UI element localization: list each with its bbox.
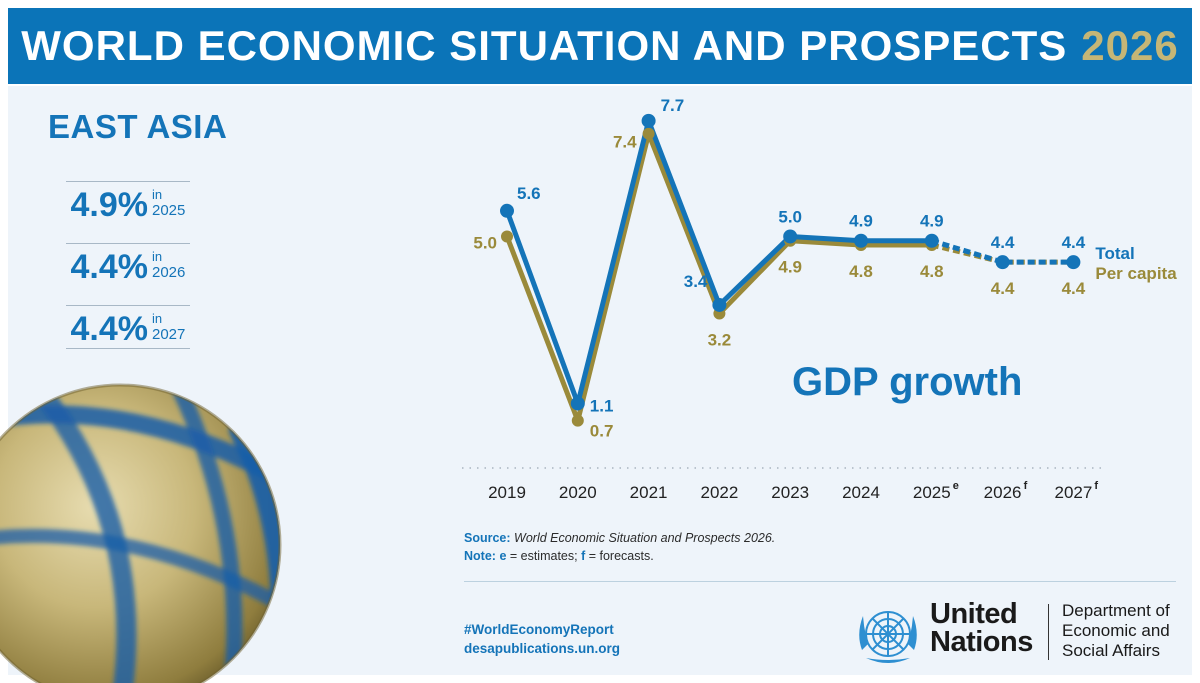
x-tick-superscript: f <box>1094 480 1098 492</box>
chart-title: GDP growth <box>792 360 1023 404</box>
x-tick-label: 2023 <box>771 483 809 502</box>
desa-line-2: Economic and <box>1062 621 1170 640</box>
data-label-total: 4.9 <box>849 212 873 231</box>
note-label: Note: <box>464 549 496 563</box>
highlight-in-label: in <box>152 249 163 264</box>
x-tick-label: 2024 <box>842 483 880 502</box>
data-label-total: 7.7 <box>661 96 685 115</box>
legend-total: Total <box>1095 244 1134 263</box>
data-label-per-capita: 4.8 <box>849 262 873 281</box>
highlight-year: 2027 <box>152 326 186 343</box>
data-point-total <box>995 255 1010 270</box>
highlight-value: 4.9% <box>70 186 149 224</box>
x-tick-label: 2019 <box>488 483 526 502</box>
data-label-per-capita: 7.4 <box>613 133 637 152</box>
highlight-2026: 4.4% in 2026 <box>66 243 190 304</box>
x-tick-superscript: f <box>1024 480 1028 492</box>
series-forecast-line-total <box>931 238 1074 265</box>
un-wordmark: United Nations <box>930 598 1033 658</box>
data-label-total: 1.1 <box>590 396 614 415</box>
report-title: WORLD ECONOMIC SITUATION AND PROSPECTS <box>21 22 1068 69</box>
desa-name: Department of Economic and Social Affair… <box>1062 601 1170 661</box>
highlight-value: 4.4% <box>70 310 149 348</box>
hashtag-link[interactable]: #WorldEconomyReport <box>464 622 614 637</box>
data-point-per-capita <box>642 127 655 140</box>
data-label-per-capita: 4.4 <box>991 279 1015 298</box>
desa-line-3: Social Affairs <box>1062 641 1160 660</box>
data-label-total: 5.6 <box>517 184 541 203</box>
x-tick-label: 2027 <box>1054 483 1092 502</box>
x-tick-label: 2026 <box>984 483 1022 502</box>
data-point-total <box>924 233 939 248</box>
report-year: 2026 <box>1081 22 1179 69</box>
data-label-total: 4.9 <box>920 212 944 231</box>
highlight-in-label: in <box>152 187 163 202</box>
globe-illustration <box>0 383 282 683</box>
title-banner: WORLD ECONOMIC SITUATION AND PROSPECTS 2… <box>8 8 1192 84</box>
x-tick-label: 2021 <box>630 483 668 502</box>
highlight-2027: 4.4% in 2027 <box>66 305 190 349</box>
source-note: Source: World Economic Situation and Pro… <box>464 531 775 545</box>
data-point-per-capita <box>571 414 584 427</box>
data-label-per-capita: 3.2 <box>708 331 732 350</box>
highlight-year: 2026 <box>152 264 186 281</box>
data-point-total <box>712 297 727 312</box>
data-point-per-capita <box>501 230 513 243</box>
legend-per-capita: Per capita <box>1095 264 1177 283</box>
data-label-total: 4.4 <box>991 233 1015 252</box>
note-f-text: = forecasts. <box>585 549 654 563</box>
data-label-per-capita: 4.9 <box>778 258 802 277</box>
data-point-total <box>854 233 868 248</box>
source-label: Source: <box>464 531 511 545</box>
un-line-1: United <box>930 598 1018 630</box>
highlight-value: 4.4% <box>70 248 149 286</box>
data-label-total: 4.4 <box>1062 233 1086 252</box>
note-e-text: = estimates; <box>506 549 582 563</box>
data-label-total: 3.4 <box>684 272 708 291</box>
note-e-key: e <box>499 549 507 563</box>
un-emblem-icon <box>859 611 917 663</box>
website-link[interactable]: desapublications.un.org <box>464 641 621 656</box>
data-point-total <box>641 113 656 128</box>
highlight-in-label: in <box>152 311 163 326</box>
data-label-total: 5.0 <box>778 207 802 226</box>
highlight-year: 2025 <box>152 202 186 219</box>
data-label-per-capita: 5.0 <box>473 233 497 252</box>
data-point-total <box>500 203 514 218</box>
data-labels: 5.6 1.1 7.7 3.4 5.0 4.9 4.9 4.4 4.4 5.0 0.7 7.4 3.2 4… <box>473 96 1085 441</box>
data-point-total <box>570 396 585 411</box>
data-point-total <box>783 229 798 244</box>
note-f-key: f <box>581 549 586 563</box>
x-tick-label: 2020 <box>559 483 597 502</box>
data-label-per-capita: 0.7 <box>590 422 614 441</box>
x-tick-superscript: e <box>953 480 959 492</box>
desa-line-1: Department of <box>1062 601 1170 620</box>
estimates-note: Note: e = estimates; f = forecasts. <box>464 549 654 563</box>
data-point-total <box>1066 255 1081 270</box>
logo-separator <box>1048 604 1049 660</box>
data-label-per-capita: 4.8 <box>920 262 944 281</box>
un-line-2: Nations <box>930 626 1033 658</box>
gdp-growth-chart: 2019 2020 2021 2022 2023 2024 2025 e 2026 f 2027 f … <box>462 96 1177 502</box>
data-label-per-capita: 4.4 <box>1062 279 1086 298</box>
series-points <box>500 113 1081 427</box>
x-tick-label: 2025 <box>913 483 951 502</box>
footer-divider <box>464 581 1176 582</box>
x-tick-label: 2022 <box>700 483 738 502</box>
source-text: World Economic Situation and Prospects 2… <box>514 531 776 545</box>
x-axis: 2019 2020 2021 2022 2023 2024 2025 e 2026 f 2027 f <box>462 467 1102 502</box>
highlight-2025: 4.9% in 2025 <box>66 181 190 242</box>
region-title: EAST ASIA <box>48 108 228 145</box>
